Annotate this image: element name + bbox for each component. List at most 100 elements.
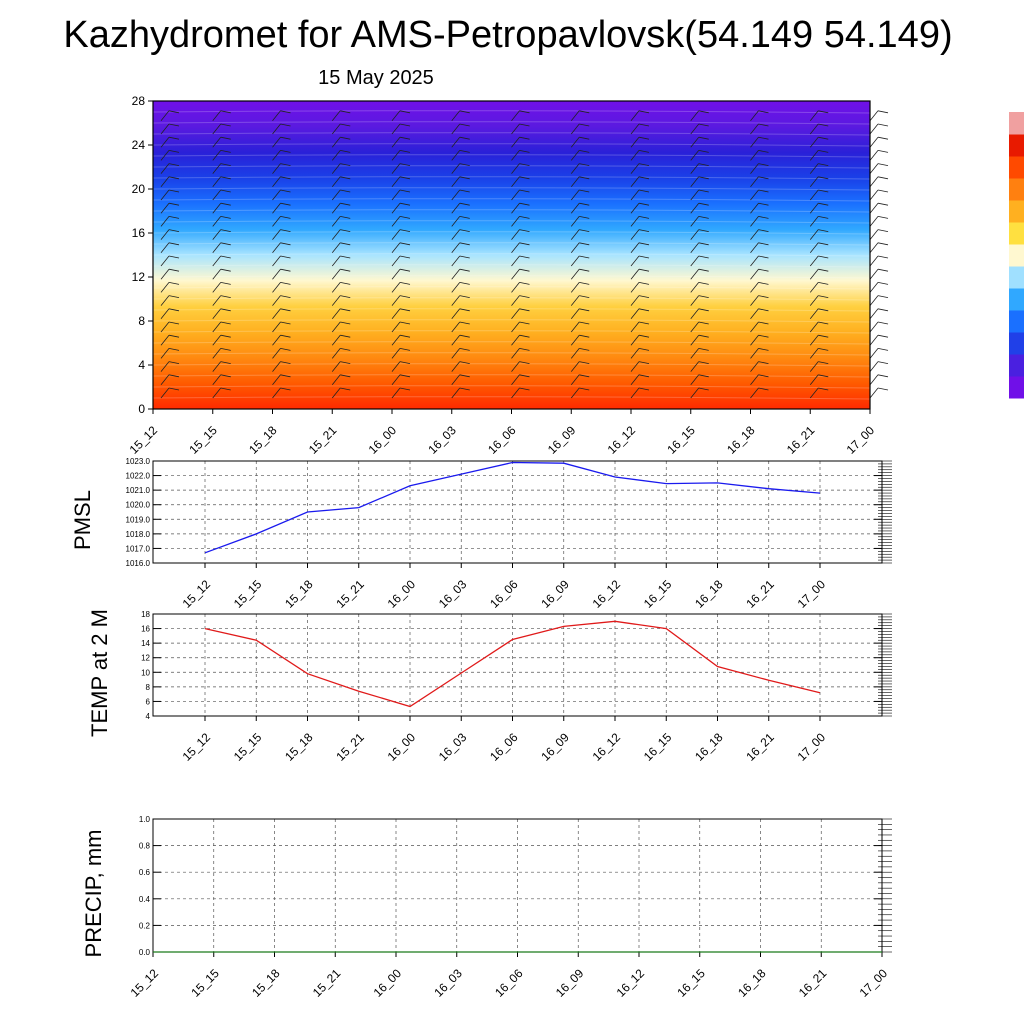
- wind-barb: [869, 242, 879, 254]
- wind-barb: [451, 163, 461, 174]
- wind-barb-flag: [399, 334, 411, 338]
- wind-barb: [869, 361, 879, 372]
- wind-barb: [451, 136, 461, 148]
- contour-line: [152, 297, 871, 301]
- wind-barb: [331, 374, 341, 386]
- x-tick-label: 16_21: [743, 730, 777, 764]
- x-tick-label: 15_18: [246, 423, 280, 457]
- wind-barb-flag: [877, 255, 889, 259]
- x-tick-label: 16_03: [436, 730, 470, 764]
- wind-barb-flag: [459, 321, 470, 325]
- temperature-profile-panel: 0 4 8 12 16 20 24 28 15_12 15_15 15_18 15_21 16_00 16…: [127, 94, 889, 457]
- wind-barb-flag: [519, 202, 530, 206]
- wind-barb-flag: [519, 334, 530, 338]
- wind-barb-flag: [877, 361, 889, 364]
- wind-barb: [451, 361, 461, 372]
- wind-barb-flag: [168, 110, 180, 114]
- wind-barb-flag: [168, 202, 180, 206]
- wind-barb: [331, 282, 341, 293]
- wind-barb: [160, 202, 170, 214]
- wind-barb: [869, 387, 879, 399]
- wind-barb-flag: [280, 374, 291, 378]
- contour-line: [152, 231, 871, 235]
- wind-barb-flag: [168, 150, 180, 153]
- wind-barb-flag: [459, 229, 470, 232]
- wind-barb-flag: [168, 348, 180, 351]
- wind-barb-flag: [340, 123, 351, 127]
- wind-barb: [690, 268, 700, 280]
- wind-barb: [690, 110, 700, 122]
- wind-barb: [391, 163, 401, 174]
- wind-barb-flag: [220, 163, 231, 166]
- y-tick-label: 14: [141, 639, 150, 648]
- wind-barb: [511, 176, 520, 188]
- wind-barb: [331, 123, 341, 135]
- wind-barb: [511, 136, 520, 148]
- x-tick-label: 16_18: [692, 577, 726, 611]
- wind-barb: [511, 216, 520, 227]
- wind-barb-flag: [459, 163, 470, 166]
- wind-barb: [869, 110, 879, 122]
- wind-barb-flag: [340, 150, 351, 153]
- wind-barb-flag: [399, 242, 411, 246]
- wind-barb-flag: [519, 242, 530, 246]
- wind-barb-flag: [340, 295, 351, 298]
- colorbar-segment: [1009, 200, 1024, 223]
- wind-barb-flag: [818, 150, 829, 153]
- wind-barb: [570, 216, 580, 227]
- wind-barb-flag: [638, 123, 650, 127]
- wind-barb: [750, 387, 759, 399]
- wind-barb-flag: [818, 216, 829, 219]
- wind-barb: [451, 255, 461, 267]
- wind-barb-flag: [340, 268, 351, 272]
- wind-barb: [630, 176, 640, 188]
- wind-barb-flag: [519, 229, 530, 232]
- wind-barb: [272, 268, 281, 280]
- wind-barb-flag: [818, 361, 829, 364]
- wind-barb-flag: [459, 136, 470, 140]
- wind-barb: [212, 176, 222, 188]
- wind-barb-flag: [340, 255, 351, 259]
- x-tick-label: 16_03: [425, 423, 459, 457]
- wind-barb: [630, 242, 640, 254]
- wind-barb-flag: [399, 189, 411, 193]
- wind-barb: [160, 229, 170, 240]
- wind-barb: [160, 242, 170, 254]
- contour-line: [152, 286, 871, 290]
- y-tick-label: 1016.0: [126, 559, 151, 568]
- wind-barb-flag: [220, 295, 231, 298]
- wind-barb-flag: [340, 176, 351, 180]
- wind-barb-flag: [459, 150, 470, 153]
- x-tick-label: 16_06: [492, 966, 526, 1000]
- wind-barb: [511, 163, 520, 174]
- wind-barb: [630, 348, 640, 359]
- wind-barb: [809, 229, 819, 240]
- wind-barb: [160, 189, 170, 201]
- wind-barb-flag: [579, 321, 590, 325]
- wind-barb-flag: [698, 295, 709, 298]
- wind-barb: [869, 163, 879, 174]
- colorbar-segment: [1009, 310, 1024, 333]
- colorbar-segment: [1009, 134, 1024, 157]
- wind-barb: [212, 348, 222, 359]
- wind-barb: [212, 334, 222, 346]
- wind-barb: [160, 295, 170, 306]
- wind-barb: [690, 202, 700, 214]
- wind-barb-flag: [818, 268, 829, 272]
- wind-barb-flag: [220, 387, 231, 391]
- wind-barb: [331, 295, 341, 306]
- wind-barb-flag: [220, 308, 231, 312]
- wind-barb: [809, 216, 819, 227]
- wind-barb-flag: [818, 202, 829, 206]
- wind-barb-flag: [280, 255, 291, 259]
- wind-barb: [391, 255, 401, 267]
- wind-barb-flag: [579, 334, 590, 338]
- wind-barb: [630, 110, 640, 122]
- wind-barb-flag: [758, 123, 769, 127]
- wind-barb-flag: [340, 163, 351, 166]
- wind-barb: [451, 202, 461, 214]
- wind-barb-flag: [818, 242, 829, 246]
- wind-barb-flag: [519, 110, 530, 114]
- wind-barb: [391, 334, 401, 346]
- wind-barb: [272, 321, 281, 333]
